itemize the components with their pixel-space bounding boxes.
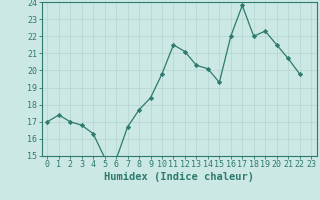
X-axis label: Humidex (Indice chaleur): Humidex (Indice chaleur) xyxy=(104,172,254,182)
